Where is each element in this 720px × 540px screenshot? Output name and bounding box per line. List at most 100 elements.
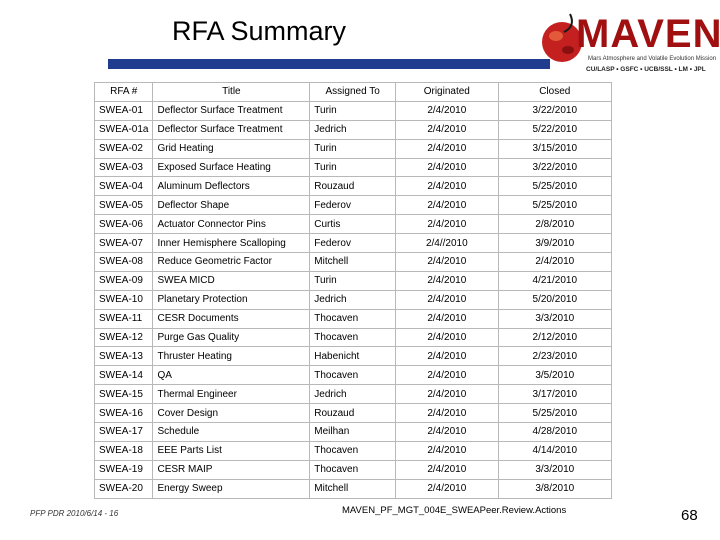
cell-rfa-number: SWEA-10	[93, 289, 154, 310]
table-row: SWEA-09 SWEA MICD Turin 2/4/2010 4/21/2010	[93, 270, 613, 291]
rfa-summary-table: RFA # Title Assigned To Originated Close…	[93, 82, 613, 499]
column-header-title: Title	[152, 82, 311, 102]
cell-rfa-number: SWEA-14	[93, 365, 154, 386]
cell-originated: 2/4/2010	[395, 365, 499, 386]
cell-rfa-number: SWEA-09	[93, 270, 154, 291]
cell-rfa-number: SWEA-07	[93, 233, 154, 254]
cell-rfa-number: SWEA-16	[93, 403, 154, 424]
cell-title: Planetary Protection	[152, 289, 311, 310]
page-title: RFA Summary	[172, 16, 347, 46]
cell-assigned-to: Rouzaud	[309, 176, 397, 197]
logo-tagline: Mars Atmosphere and Volatile Evolution M…	[588, 56, 717, 62]
maven-logo: MAVEN Mars Atmosphere and Volatile Evolu…	[540, 6, 720, 78]
cell-closed: 2/8/2010	[497, 214, 613, 235]
cell-closed: 5/25/2010	[497, 403, 613, 424]
cell-assigned-to: Thocaven	[309, 440, 397, 461]
cell-originated: 2/4/2010	[395, 289, 499, 310]
cell-rfa-number: SWEA-15	[93, 384, 154, 405]
cell-rfa-number: SWEA-08	[93, 252, 154, 272]
cell-title: Actuator Connector Pins	[152, 214, 311, 235]
cell-rfa-number: SWEA-06	[93, 214, 154, 235]
cell-rfa-number: SWEA-03	[93, 157, 154, 178]
cell-originated: 2/4/2010	[395, 422, 499, 442]
table-row: SWEA-14 QA Thocaven 2/4/2010 3/5/2010	[93, 365, 613, 386]
table-row: SWEA-01a Deflector Surface Treatment Jedri…	[93, 119, 613, 140]
title-underline-bar	[108, 59, 550, 69]
cell-rfa-number: SWEA-01a	[93, 119, 154, 140]
table-row: SWEA-06 Actuator Connector Pins Curtis 2/4/…	[93, 214, 613, 235]
cell-title: Grid Heating	[152, 138, 311, 159]
cell-assigned-to: Jedrich	[309, 289, 397, 310]
cell-assigned-to: Thocaven	[309, 327, 397, 348]
cell-title: Thruster Heating	[152, 346, 311, 367]
table-row: SWEA-16 Cover Design Rouzaud 2/4/2010 5/25/2…	[93, 403, 613, 424]
cell-originated: 2/4/2010	[395, 119, 499, 140]
table-row: SWEA-02 Grid Heating Turin 2/4/2010 3/15/201…	[93, 138, 613, 159]
cell-title: Exposed Surface Heating	[152, 157, 311, 178]
cell-assigned-to: Meilhan	[309, 422, 397, 442]
table-header-row: RFA # Title Assigned To Originated Close…	[93, 82, 613, 102]
cell-title: Cover Design	[152, 403, 311, 424]
cell-assigned-to: Thocaven	[309, 308, 397, 329]
cell-title: Energy Sweep	[152, 478, 311, 499]
logo-partners: CU/LASP • GSFC • UCB/SSL • LM • JPL	[586, 66, 706, 73]
cell-closed: 4/14/2010	[497, 440, 613, 461]
cell-rfa-number: SWEA-20	[93, 478, 154, 499]
cell-assigned-to: Jedrich	[309, 119, 397, 140]
cell-title: SWEA MICD	[152, 270, 311, 291]
cell-title: Purge Gas Quality	[152, 327, 311, 348]
cell-originated: 2/4/2010	[395, 440, 499, 461]
cell-assigned-to: Jedrich	[309, 384, 397, 405]
cell-closed: 5/25/2010	[497, 195, 613, 216]
cell-rfa-number: SWEA-05	[93, 195, 154, 216]
cell-title: Deflector Surface Treatment	[152, 119, 311, 140]
cell-assigned-to: Habenicht	[309, 346, 397, 367]
cell-assigned-to: Turin	[309, 138, 397, 159]
cell-closed: 3/8/2010	[497, 478, 613, 499]
cell-rfa-number: SWEA-01	[93, 100, 154, 121]
cell-closed: 2/12/2010	[497, 327, 613, 348]
cell-closed: 3/17/2010	[497, 384, 613, 405]
table-row: SWEA-20 Energy Sweep Mitchell 2/4/2010 3/8/2…	[93, 478, 613, 499]
cell-closed: 3/3/2010	[497, 459, 613, 480]
table-row: SWEA-13 Thruster Heating Habenicht 2/4/2010…	[93, 346, 613, 367]
table-row: SWEA-11 CESR Documents Thocaven 2/4/2010 3/3…	[93, 308, 613, 329]
table-row: SWEA-03 Exposed Surface Heating Turin 2/4/2…	[93, 157, 613, 178]
cell-assigned-to: Mitchell	[309, 252, 397, 272]
cell-closed: 3/22/2010	[497, 100, 613, 121]
column-header-rfa: RFA #	[93, 82, 154, 102]
cell-assigned-to: Thocaven	[309, 459, 397, 480]
cell-closed: 5/25/2010	[497, 176, 613, 197]
cell-closed: 5/22/2010	[497, 119, 613, 140]
table-row: SWEA-08 Reduce Geometric Factor Mitchell 2/…	[93, 252, 613, 272]
cell-assigned-to: Mitchell	[309, 478, 397, 499]
cell-title: Thermal Engineer	[152, 384, 311, 405]
cell-title: CESR MAIP	[152, 459, 311, 480]
cell-rfa-number: SWEA-18	[93, 440, 154, 461]
cell-originated: 2/4/2010	[395, 459, 499, 480]
mars-planet-icon	[542, 13, 582, 62]
cell-originated: 2/4/2010	[395, 478, 499, 499]
cell-closed: 3/5/2010	[497, 365, 613, 386]
table-row: SWEA-17 Schedule Meilhan 2/4/2010 4/28/2010	[93, 422, 613, 442]
cell-assigned-to: Turin	[309, 157, 397, 178]
cell-assigned-to: Federov	[309, 233, 397, 254]
cell-rfa-number: SWEA-13	[93, 346, 154, 367]
cell-rfa-number: SWEA-17	[93, 422, 154, 442]
cell-originated: 2/4/2010	[395, 176, 499, 197]
table-row: SWEA-05 Deflector Shape Federov 2/4/2010 5/2…	[93, 195, 613, 216]
cell-rfa-number: SWEA-11	[93, 308, 154, 329]
cell-closed: 3/9/2010	[497, 233, 613, 254]
cell-closed: 2/4/2010	[497, 252, 613, 272]
cell-assigned-to: Curtis	[309, 214, 397, 235]
table-row: SWEA-07 Inner Hemisphere Scalloping Federo…	[93, 233, 613, 254]
column-header-assigned-to: Assigned To	[309, 82, 397, 102]
footer-event-label: PFP PDR 2010/6/14 - 16	[30, 509, 119, 518]
column-header-originated: Originated	[395, 82, 499, 102]
cell-originated: 2/4/2010	[395, 384, 499, 405]
cell-originated: 2/4//2010	[395, 233, 499, 254]
table-row: SWEA-10 Planetary Protection Jedrich 2/4/20…	[93, 289, 613, 310]
cell-title: EEE Parts List	[152, 440, 311, 461]
cell-title: CESR Documents	[152, 308, 311, 329]
column-header-closed: Closed	[497, 82, 613, 102]
